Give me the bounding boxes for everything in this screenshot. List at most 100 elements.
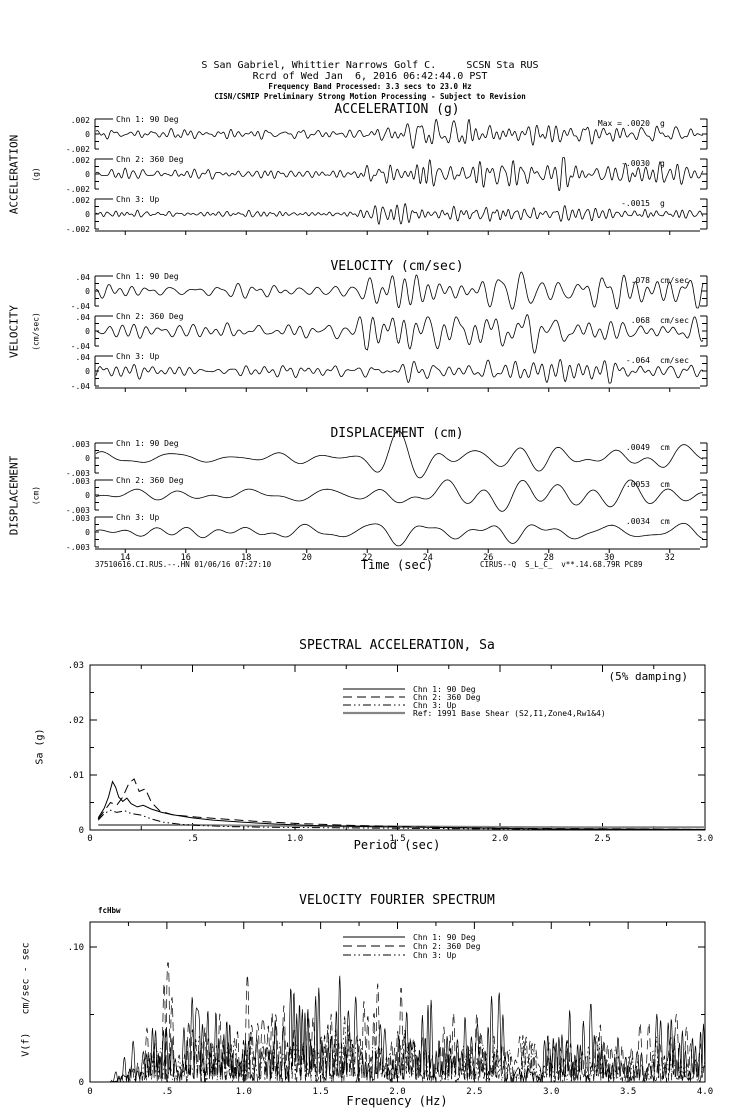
seismic-trace bbox=[95, 359, 704, 384]
sa-y-tick-label: 0 bbox=[79, 826, 84, 836]
fourier-x-tick-label: 3.5 bbox=[620, 1087, 636, 1097]
legend-label: Chn 2: 360 Deg bbox=[413, 942, 481, 951]
legend-label: Chn 3: Up bbox=[413, 701, 457, 710]
channel-label: Chn 2: 360 Deg bbox=[116, 476, 184, 485]
time-tick-label: 18 bbox=[241, 553, 251, 563]
y-tick-label: 0 bbox=[85, 528, 90, 537]
velocity-section-title: VELOCITY (cm/sec) bbox=[330, 259, 464, 274]
max-prefix-label: Max = bbox=[598, 119, 622, 128]
legend-label: Chn 1: 90 Deg bbox=[413, 933, 476, 942]
y-tick-label: .002 bbox=[71, 156, 90, 165]
max-unit-label: cm/sec bbox=[660, 316, 689, 325]
y-tick-label: 0 bbox=[85, 491, 90, 500]
channel-label: Chn 1: 90 Deg bbox=[116, 439, 179, 448]
seismic-trace bbox=[95, 314, 704, 354]
sa-x-tick-label: .5 bbox=[187, 834, 198, 844]
period-axis-label: Period (sec) bbox=[353, 838, 441, 852]
processing-version-footer: CIRUS--Q S_L_C_ v**.14.68.79R PC89 bbox=[480, 560, 643, 569]
frequency-band-note: Frequency Band Processed: 3.3 secs to 23… bbox=[268, 82, 472, 91]
legend-label: Chn 3: Up bbox=[413, 951, 457, 960]
sa-x-tick-label: 2.5 bbox=[594, 834, 610, 844]
max-value-label: .0020 bbox=[626, 119, 650, 128]
y-tick-label: 0 bbox=[85, 287, 90, 296]
time-tick-label: 22 bbox=[362, 553, 372, 563]
fourier-x-tick-label: 2.0 bbox=[389, 1087, 405, 1097]
y-tick-label: -.003 bbox=[66, 543, 90, 552]
max-value-label: .078 bbox=[631, 276, 650, 285]
time-tick-label: 24 bbox=[423, 553, 433, 563]
seismic-trace bbox=[95, 271, 704, 310]
sa-y-axis-label: Sa (g) bbox=[34, 728, 46, 765]
max-value-label: .0053 bbox=[626, 480, 650, 489]
y-tick-label: .002 bbox=[71, 116, 90, 125]
sa-curve bbox=[97, 780, 706, 830]
frequency-axis-label: Frequency (Hz) bbox=[346, 1094, 448, 1108]
max-value-label: -.064 bbox=[626, 356, 650, 365]
y-tick-label: .003 bbox=[71, 440, 90, 449]
time-axis-label: Time (sec) bbox=[360, 558, 434, 572]
y-tick-label: .04 bbox=[76, 273, 91, 282]
y-tick-label: 0 bbox=[85, 454, 90, 463]
fourier-x-tick-label: 1.0 bbox=[236, 1087, 252, 1097]
sa-curve bbox=[97, 809, 706, 830]
max-unit-label: cm/sec bbox=[660, 276, 689, 285]
max-unit-label: g bbox=[660, 199, 665, 208]
sa-x-tick-label: 0 bbox=[87, 834, 92, 844]
max-unit-label: cm bbox=[660, 480, 670, 489]
channel-label: Chn 3: Up bbox=[116, 195, 160, 204]
displacement-section-title: DISPLACEMENT (cm) bbox=[330, 426, 464, 441]
max-unit-label: g bbox=[660, 159, 665, 168]
time-tick-label: 14 bbox=[120, 553, 130, 563]
time-tick-label: 32 bbox=[665, 553, 675, 563]
y-tick-label: 0 bbox=[85, 130, 90, 139]
y-tick-label: .04 bbox=[76, 313, 91, 322]
seismic-trace bbox=[95, 157, 704, 192]
y-tick-label: .003 bbox=[71, 514, 90, 523]
channel-label: Chn 1: 90 Deg bbox=[116, 115, 179, 124]
fourier-y-tick-label: 0 bbox=[79, 1078, 84, 1088]
max-unit-label: cm bbox=[660, 443, 670, 452]
channel-label: Chn 1: 90 Deg bbox=[116, 272, 179, 281]
y-tick-label: 0 bbox=[85, 367, 90, 376]
max-value-label: .0034 bbox=[626, 517, 650, 526]
time-tick-label: 26 bbox=[483, 553, 493, 563]
fourier-y-tick-label: .10 bbox=[68, 943, 84, 953]
sa-y-tick-label: .03 bbox=[68, 661, 84, 671]
filter-corner-label: fcHbw bbox=[98, 906, 121, 915]
channel-label: Chn 2: 360 Deg bbox=[116, 155, 184, 164]
y-tick-label: -.003 bbox=[66, 469, 90, 478]
fourier-plot-title: VELOCITY FOURIER SPECTRUM bbox=[299, 893, 495, 908]
record-id-footer: 37510616.CI.RUS.--.HN 01/06/16 07:27:10 bbox=[95, 560, 272, 569]
sa-x-tick-label: 1.5 bbox=[389, 834, 405, 844]
sa-x-tick-label: 2.0 bbox=[492, 834, 508, 844]
fourier-x-tick-label: 0 bbox=[87, 1087, 92, 1097]
seismic-trace bbox=[95, 203, 704, 225]
channel-label: Chn 3: Up bbox=[116, 352, 160, 361]
time-tick-label: 28 bbox=[544, 553, 554, 563]
fourier-spectrum-trace bbox=[90, 975, 706, 1083]
plot-frame bbox=[89, 664, 706, 831]
seismic-trace bbox=[95, 118, 704, 149]
y-tick-label: .002 bbox=[71, 196, 90, 205]
fourier-y-axis-label: V(f) cm/sec - sec bbox=[20, 942, 32, 1057]
acceleration-section-title: ACCELERATION (g) bbox=[334, 102, 460, 117]
seismic-trace bbox=[95, 479, 703, 512]
seismic-trace bbox=[95, 522, 704, 547]
y-tick-label: 0 bbox=[85, 170, 90, 179]
y-tick-label: .003 bbox=[71, 477, 90, 486]
channel-label: Chn 3: Up bbox=[116, 513, 160, 522]
y-tick-label: .04 bbox=[76, 353, 91, 362]
damping-note: (5% damping) bbox=[608, 670, 688, 683]
y-tick-label: 0 bbox=[85, 210, 90, 219]
seismic-trace bbox=[95, 430, 704, 479]
max-value-label: -.0030 bbox=[621, 159, 650, 168]
y-tick-label: -.04 bbox=[71, 302, 90, 311]
sa-plot-title: SPECTRAL ACCELERATION, Sa bbox=[299, 638, 495, 653]
max-value-label: .068 bbox=[631, 316, 650, 325]
displacement-y-axis-label: DISPLACEMENT bbox=[7, 455, 21, 536]
processing-note: CISN/CSMIP Preliminary Strong Motion Pro… bbox=[214, 91, 526, 101]
fourier-spectrum-trace bbox=[90, 962, 706, 1083]
y-tick-label: -.002 bbox=[66, 225, 90, 234]
